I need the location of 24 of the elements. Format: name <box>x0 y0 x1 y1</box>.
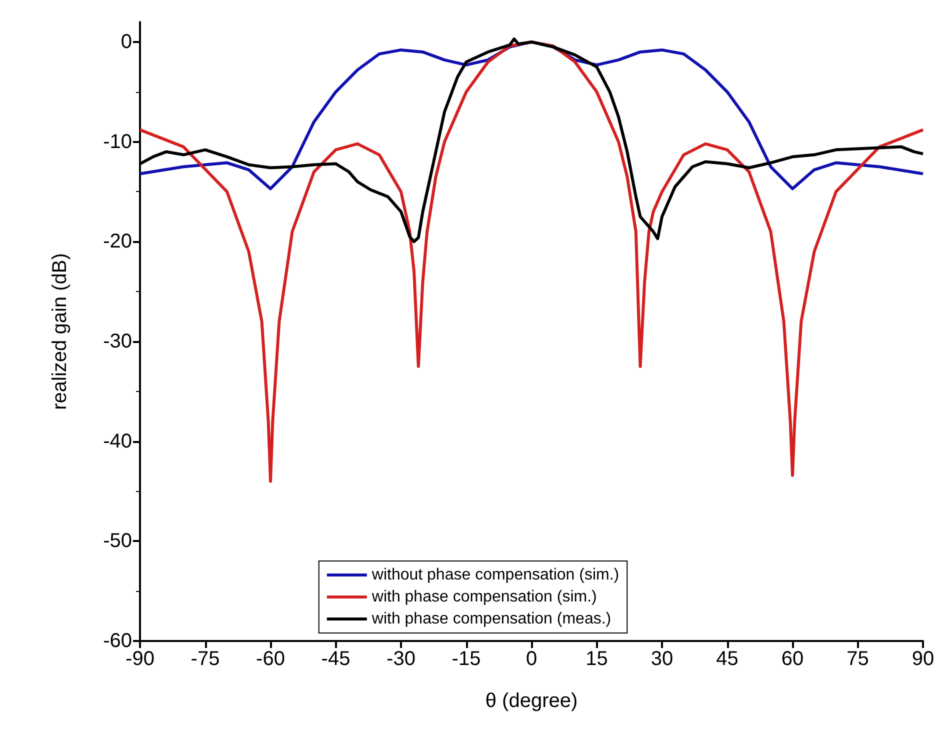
y-tick-label: -20 <box>103 230 132 253</box>
legend-label: without phase compensation (sim.) <box>370 566 620 584</box>
x-tick-label: 15 <box>586 648 608 670</box>
y-tick-label: -10 <box>103 130 132 153</box>
y-tick-label: -50 <box>103 530 132 552</box>
legend-label: with phase compensation (sim.) <box>370 588 597 606</box>
x-axis-title: θ (degree) <box>485 690 578 712</box>
x-tick-label: -45 <box>321 648 350 670</box>
x-tick-label: 60 <box>781 648 804 670</box>
x-tick-label: 45 <box>716 648 738 670</box>
y-tick-label: -30 <box>103 330 132 352</box>
x-tick-label: 90 <box>912 648 934 670</box>
y-tick-label: -40 <box>103 430 132 452</box>
x-tick-label: -15 <box>452 648 481 670</box>
x-tick-label: -60 <box>256 648 285 670</box>
y-axis-title: realized gain (dB) <box>49 253 71 410</box>
x-tick-label: -75 <box>190 648 220 670</box>
x-tick-label: 75 <box>846 648 869 670</box>
x-tick-label: -30 <box>386 648 416 670</box>
line-series <box>138 40 924 483</box>
x-tick-label: 30 <box>650 648 674 670</box>
x-tick-label: 0 <box>526 648 538 670</box>
legend-label: with phase compensation (meas.) <box>370 610 612 628</box>
y-tick-label: 0 <box>120 30 132 53</box>
